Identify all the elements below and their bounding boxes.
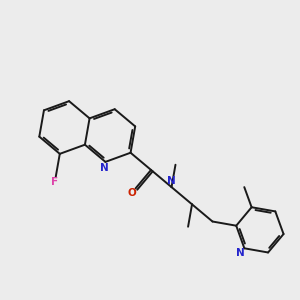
Text: F: F — [51, 177, 58, 187]
Text: N: N — [167, 176, 176, 186]
Text: N: N — [236, 248, 244, 258]
Text: O: O — [128, 188, 136, 198]
Text: N: N — [100, 163, 109, 173]
